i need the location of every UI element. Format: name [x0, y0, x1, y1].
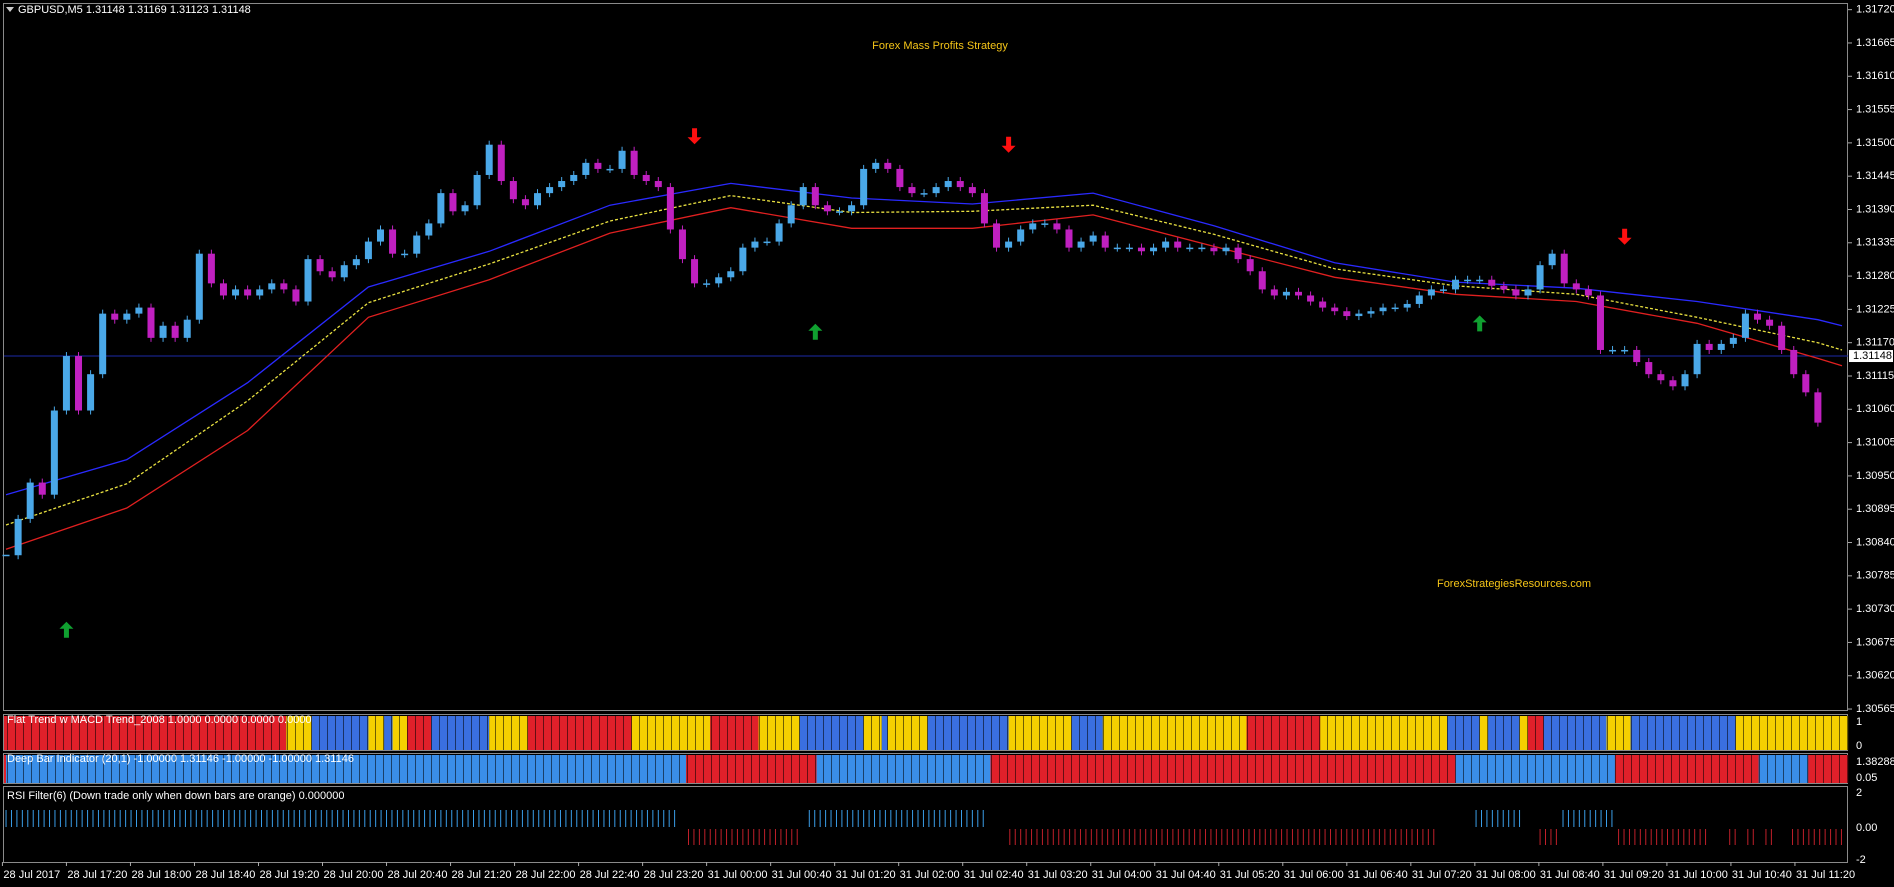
- y-tick-label: 1.31115: [1856, 370, 1894, 382]
- y-tick-label: 1.30840: [1856, 536, 1894, 548]
- x-tick-label: 31 Jul 05:20: [1220, 869, 1280, 881]
- x-tick-label: 28 Jul 18:00: [131, 869, 191, 881]
- x-tick-label: 31 Jul 02:40: [964, 869, 1024, 881]
- x-tick-label: 31 Jul 09:20: [1604, 869, 1664, 881]
- y-tick-label: 1.31665: [1856, 37, 1894, 49]
- signal-arrow: [1617, 228, 1632, 245]
- y-tick-label: 1.30895: [1856, 503, 1894, 515]
- x-tick-label: 31 Jul 08:40: [1540, 869, 1600, 881]
- y-tick-label: 1.31170: [1856, 337, 1894, 349]
- y-tick-label: 1.30785: [1856, 570, 1894, 582]
- y-tick-label: 1.31225: [1856, 303, 1894, 315]
- candle: [2, 554, 10, 557]
- bar-separators: [4, 716, 1848, 750]
- x-tick-label: 31 Jul 08:00: [1476, 869, 1536, 881]
- y-tick-label: 1.30730: [1856, 603, 1894, 615]
- x-tick-label: 28 Jul 23:20: [644, 869, 704, 881]
- x-tick-label: 28 Jul 17:20: [67, 869, 127, 881]
- y-tick-label: 1.31390: [1856, 203, 1894, 215]
- x-tick-label: 28 Jul 20:40: [388, 869, 448, 881]
- price-label: 1.31148: [1853, 350, 1892, 362]
- moving-average: [5, 207, 1843, 550]
- x-tick-label: 28 Jul 22:40: [580, 869, 640, 881]
- y-tick-label: 1.31500: [1856, 137, 1894, 149]
- y-tick-label: 1.31555: [1856, 103, 1894, 115]
- main-frame: [3, 3, 1848, 711]
- y-tick-label: 1.31445: [1856, 170, 1894, 182]
- moving-average: [5, 194, 1843, 526]
- signal-arrow: [687, 128, 702, 145]
- x-tick-label: 31 Jul 10:40: [1732, 869, 1792, 881]
- signal-arrow: [1472, 315, 1487, 332]
- x-tick-label: 28 Jul 20:00: [324, 869, 384, 881]
- indicator-label: RSI Filter(6) (Down trade only when down…: [7, 790, 345, 802]
- y-tick-label: 1.30620: [1856, 670, 1894, 682]
- indicator-scale-label: 1.38288: [1856, 756, 1894, 768]
- indicator-scale-label: 0.05: [1856, 772, 1877, 784]
- moving-average: [5, 182, 1843, 496]
- x-tick-label: 28 Jul 21:20: [452, 869, 512, 881]
- x-tick-label: 28 Jul 19:20: [259, 869, 319, 881]
- x-tick-label: 31 Jul 11:20: [1796, 869, 1855, 881]
- x-tick-label: 28 Jul 22:00: [516, 869, 576, 881]
- watermark: ForexStrategiesResources.com: [1437, 578, 1591, 590]
- x-tick-label: 31 Jul 07:20: [1412, 869, 1472, 881]
- y-tick-label: 1.31335: [1856, 237, 1894, 249]
- indicator-scale-label: 0: [1856, 740, 1862, 752]
- x-tick-label: 31 Jul 10:00: [1668, 869, 1728, 881]
- x-tick-label: 31 Jul 06:40: [1348, 869, 1408, 881]
- x-tick-label: 31 Jul 00:00: [708, 869, 768, 881]
- indicator-label: Deep Bar Indicator (20,1) -1.00000 1.311…: [7, 753, 354, 765]
- y-tick-label: 1.30950: [1856, 470, 1894, 482]
- y-tick-label: 1.30675: [1856, 636, 1894, 648]
- y-tick-label: 1.31280: [1856, 270, 1894, 282]
- chart-title: Forex Mass Profits Strategy: [872, 40, 1008, 52]
- signal-arrow: [808, 323, 823, 340]
- x-tick-label: 28 Jul 2017: [3, 869, 60, 881]
- signal-arrow: [59, 621, 74, 638]
- x-tick-label: 31 Jul 04:00: [1092, 869, 1152, 881]
- y-tick-label: 1.31060: [1856, 403, 1894, 415]
- indicator-scale-label: 0.00: [1856, 822, 1877, 834]
- indicator-scale-label: 2: [1856, 787, 1862, 799]
- x-tick-label: 28 Jul 18:40: [195, 869, 255, 881]
- indicator-scale-label: -2: [1856, 854, 1866, 866]
- y-tick-label: 1.31005: [1856, 437, 1894, 449]
- menu-icon[interactable]: [6, 7, 14, 12]
- indicator-label: Flat Trend w MACD Trend_2008 1.0000 0.00…: [7, 714, 312, 726]
- x-tick-label: 31 Jul 04:40: [1156, 869, 1216, 881]
- signal-arrow: [1001, 136, 1016, 153]
- bar-separators: [4, 755, 1848, 783]
- y-tick-label: 1.31610: [1856, 70, 1894, 82]
- x-tick-label: 31 Jul 01:20: [836, 869, 896, 881]
- x-tick-label: 31 Jul 00:40: [772, 869, 832, 881]
- price-label-box: [1849, 350, 1893, 363]
- indicator-scale-label: 1: [1856, 716, 1862, 728]
- y-tick-label: 1.31720: [1856, 4, 1894, 16]
- x-tick-label: 31 Jul 06:00: [1284, 869, 1344, 881]
- y-tick-label: 1.30565: [1856, 703, 1894, 715]
- x-tick-label: 31 Jul 03:20: [1028, 869, 1088, 881]
- panel-frame: [3, 786, 1848, 863]
- x-tick-label: 31 Jul 02:00: [900, 869, 960, 881]
- symbol-header: GBPUSD,M5 1.31148 1.31169 1.31123 1.3114…: [18, 4, 251, 16]
